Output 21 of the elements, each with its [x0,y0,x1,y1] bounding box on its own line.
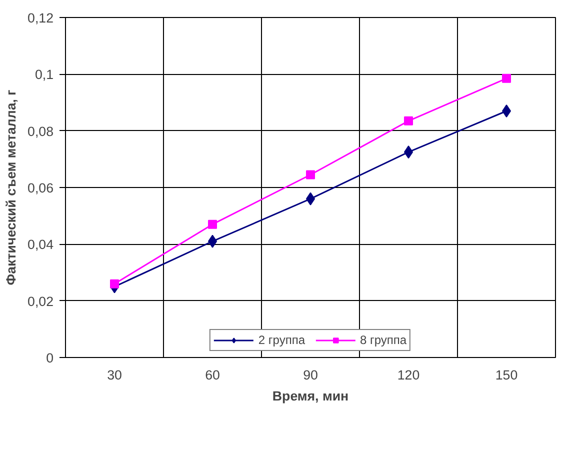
y-tick-label: 0,06 [28,180,54,196]
y-tick-label: 0 [46,350,54,366]
y-axis-title: Фактический съем металла, г [4,89,19,286]
point [404,116,413,126]
y-tick-label: 0,12 [28,10,54,26]
legend-label: 8 группа [360,333,407,347]
point [110,279,119,288]
y-tick-label: 0,08 [28,124,54,139]
x-tick-label: 150 [495,368,518,382]
point [306,170,315,180]
legend-label: 2 группа [258,333,305,347]
x-tick-label: 30 [107,368,122,382]
y-tick-label: 0,02 [28,294,54,309]
y-tick-label: 0,04 [28,237,54,252]
y-tick-label: 0,1 [34,67,54,82]
x-tick-label: 60 [205,368,220,382]
point [208,220,217,229]
x-axis-title: Время, мин [272,388,349,404]
point [502,74,511,83]
x-tick-label: 90 [303,368,318,382]
x-tick-label: 120 [397,368,420,382]
